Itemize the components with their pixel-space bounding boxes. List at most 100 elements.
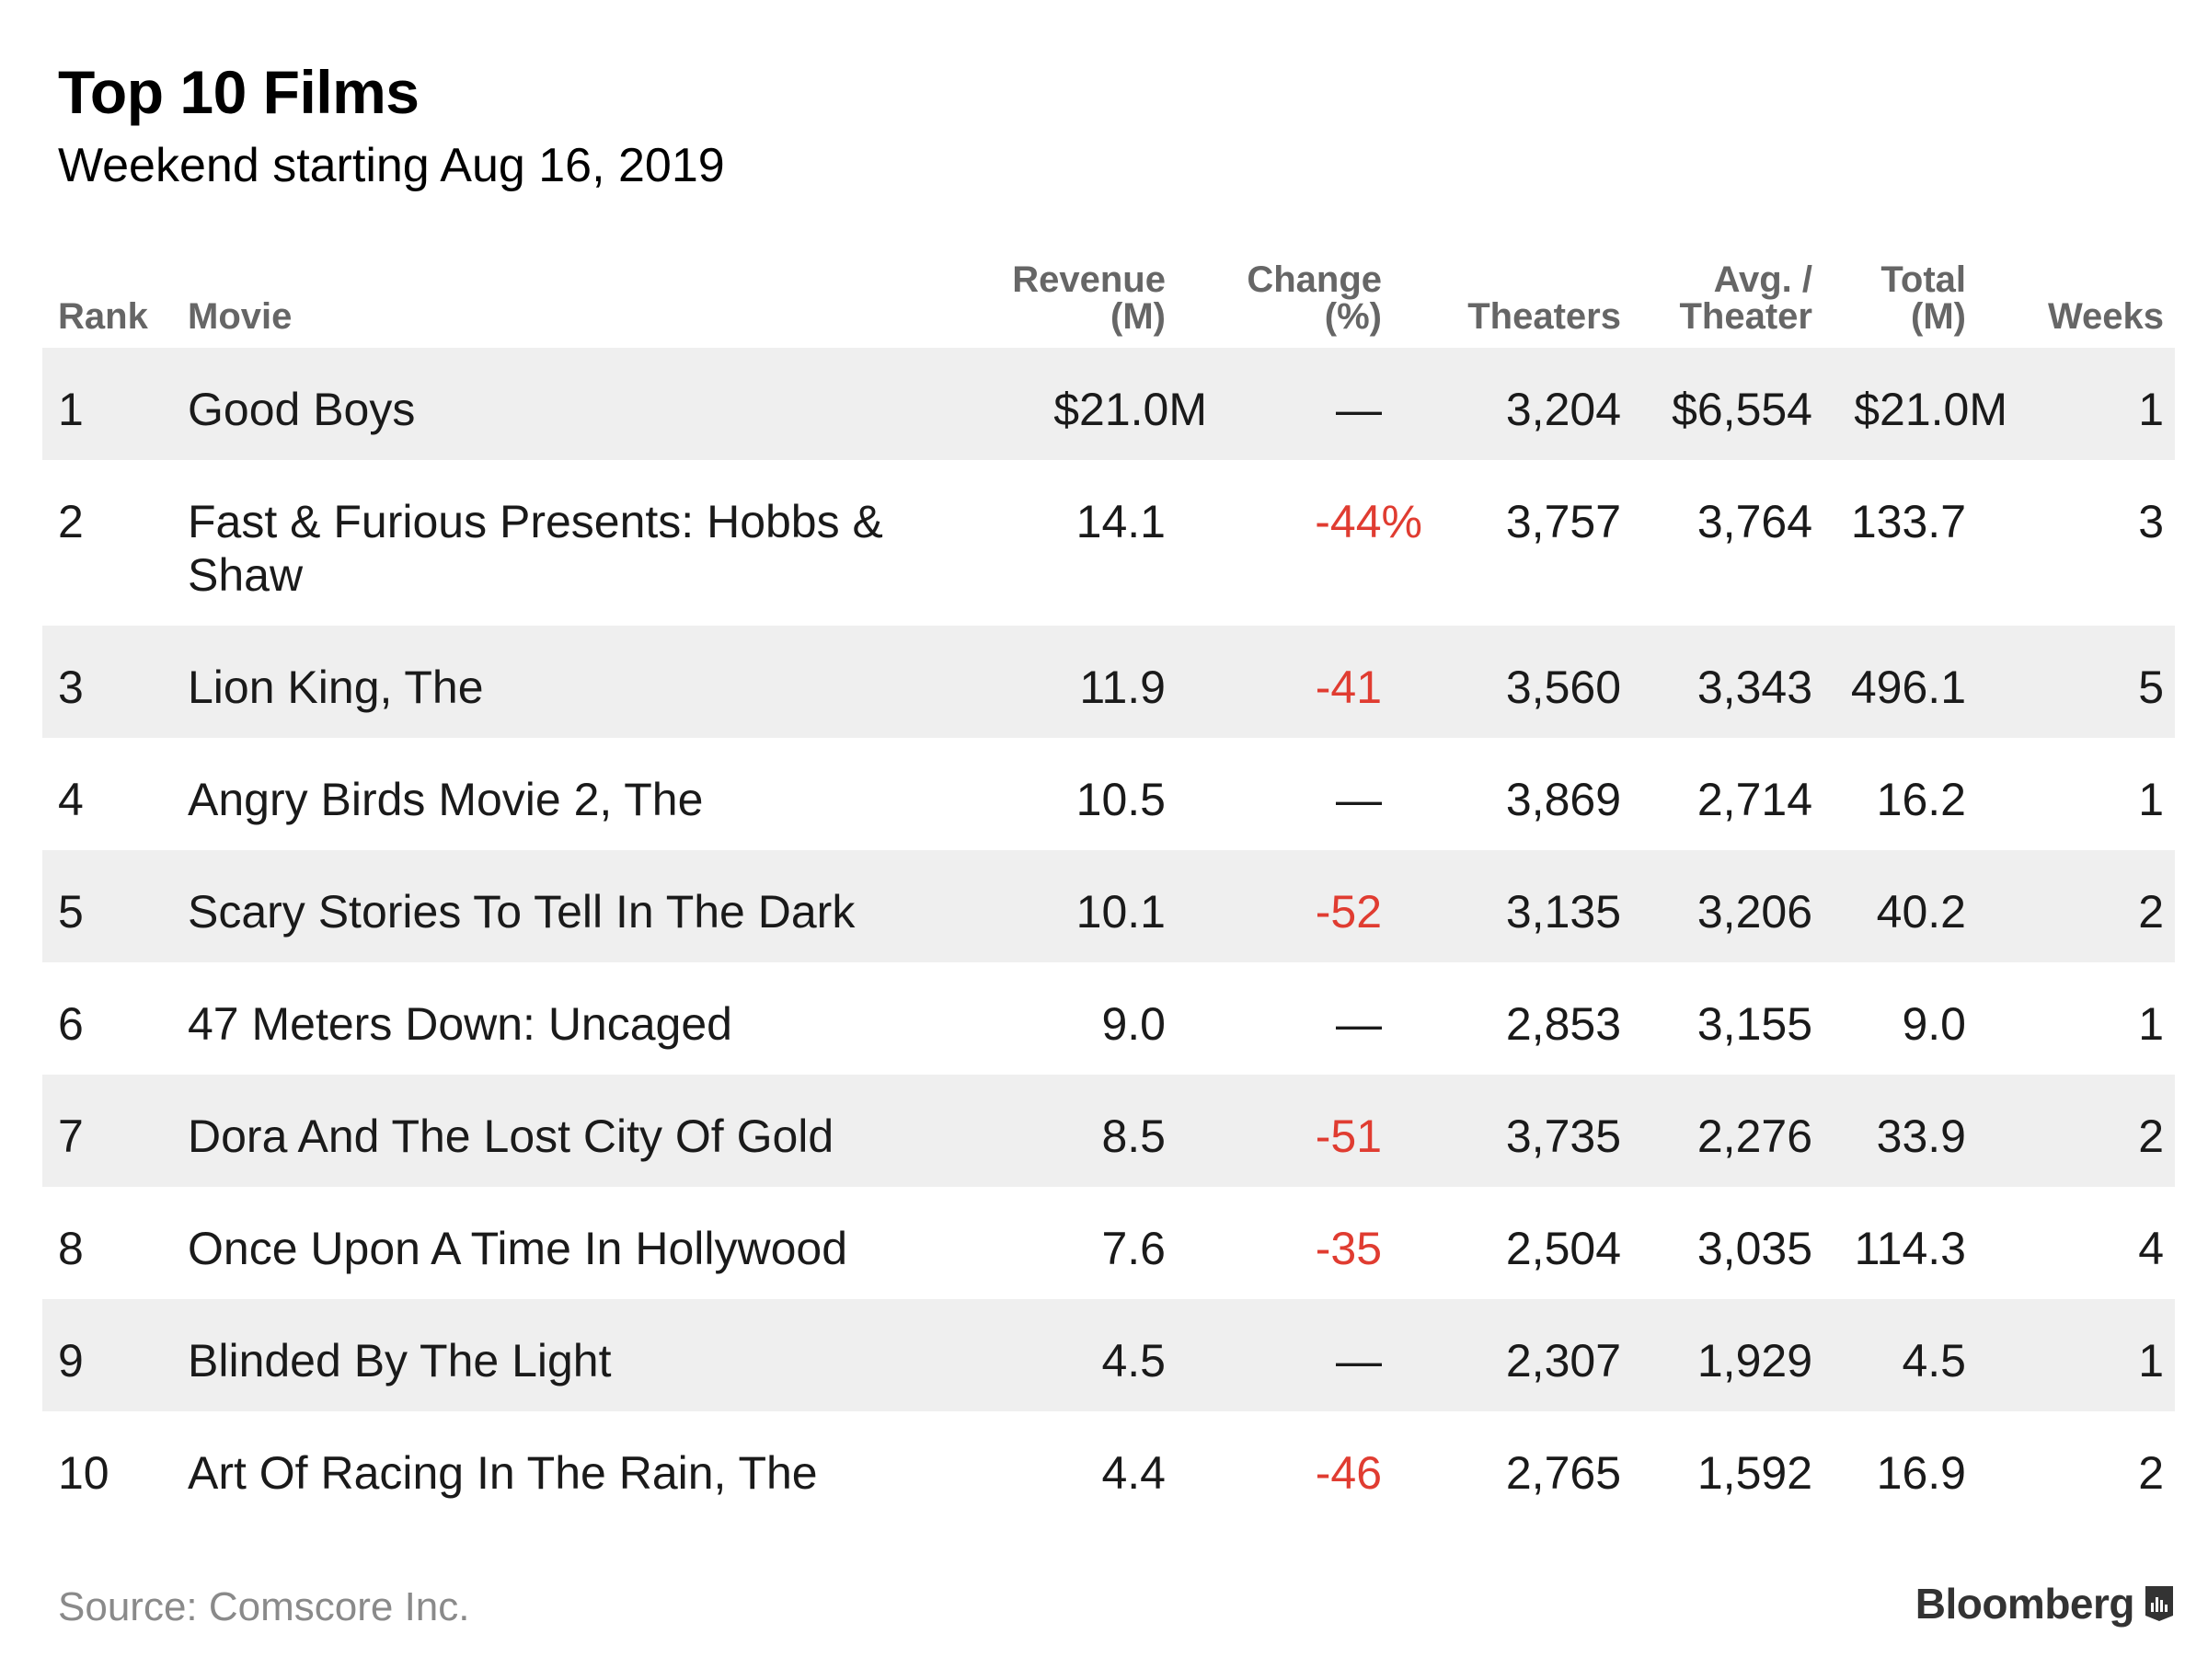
cell-theaters: 3,135	[1505, 886, 1621, 938]
cell-change: -35	[1315, 1223, 1382, 1274]
column-header-movie: Movie	[188, 298, 292, 335]
cell-revenue: 10.1	[1075, 886, 1166, 938]
column-header-line: (M)	[1911, 296, 1966, 337]
cell-avg: 3,206	[1696, 886, 1812, 938]
movie-title-line: Blinded By The Light	[188, 1335, 612, 1387]
cell-theaters: 3,735	[1505, 1110, 1621, 1162]
table-body: 1 Good Boys $21.0M — 3,204 $6,554 $21.0M 1 2 Fast…	[42, 348, 2175, 1524]
cell-rank: 10	[58, 1447, 109, 1499]
cell-weeks: 4	[2138, 1223, 2164, 1274]
movie-title-line: Fast & Furious Presents: Hobbs &	[188, 496, 883, 547]
cell-change: —	[1336, 774, 1382, 825]
chart-title: Top 10 Films	[58, 58, 420, 126]
cell-weeks: 1	[2138, 1335, 2164, 1387]
movie-title-line: 47 Meters Down: Uncaged	[188, 998, 732, 1050]
cell-rank: 3	[58, 662, 84, 713]
cell-movie: Once Upon A Time In Hollywood	[188, 1222, 847, 1275]
column-header-line: Revenue	[1012, 259, 1166, 300]
cell-avg: 2,714	[1696, 774, 1812, 825]
cell-theaters: 2,765	[1505, 1447, 1621, 1499]
movie-title-line: Lion King, The	[188, 662, 484, 713]
cell-movie: Art Of Racing In The Rain, The	[188, 1446, 818, 1500]
cell-change: -41	[1315, 662, 1382, 713]
table-row: 10 Art Of Racing In The Rain, The 4.4 -46 2,…	[42, 1411, 2175, 1524]
column-header-line: Change	[1247, 259, 1382, 300]
column-header-line: (M)	[1110, 296, 1166, 337]
cell-avg: 3,155	[1696, 998, 1812, 1050]
cell-theaters: 3,204	[1505, 384, 1621, 435]
cell-movie: Dora And The Lost City Of Gold	[188, 1110, 834, 1163]
cell-revenue: $21.0M	[1053, 384, 1207, 435]
cell-change: -52	[1315, 886, 1382, 938]
cell-movie: 47 Meters Down: Uncaged	[188, 997, 732, 1051]
column-header-rank: Rank	[58, 298, 148, 335]
column-header-theaters: Theaters	[1467, 298, 1621, 335]
cell-avg: 3,343	[1696, 662, 1812, 713]
cell-rank: 7	[58, 1110, 84, 1162]
movie-title-line: Angry Birds Movie 2, The	[188, 774, 704, 825]
cell-total: 133.7	[1850, 496, 1966, 547]
table-row: 1 Good Boys $21.0M — 3,204 $6,554 $21.0M 1	[42, 348, 2175, 460]
cell-movie: Blinded By The Light	[188, 1334, 612, 1387]
cell-avg: 1,592	[1696, 1447, 1812, 1499]
brand-name: Bloomberg	[1915, 1580, 2135, 1628]
cell-theaters: 2,307	[1505, 1335, 1621, 1387]
cell-theaters: 3,757	[1505, 496, 1621, 547]
cell-weeks: 1	[2138, 998, 2164, 1050]
cell-total: 496.1	[1850, 662, 1966, 713]
cell-avg: 3,035	[1696, 1223, 1812, 1274]
column-header-weeks: Weeks	[2048, 298, 2164, 335]
table-row: 8 Once Upon A Time In Hollywood 7.6 -35 2,50…	[42, 1187, 2175, 1299]
cell-weeks: 3	[2138, 496, 2164, 547]
cell-change: -44%	[1315, 496, 1422, 547]
column-header-line: Avg. /	[1713, 259, 1812, 300]
column-header-revenue: Revenue (M)	[1012, 261, 1166, 335]
cell-avg: $6,554	[1672, 384, 1812, 435]
cell-rank: 4	[58, 774, 84, 825]
cell-total: 9.0	[1902, 998, 1966, 1050]
cell-movie: Lion King, The	[188, 661, 484, 714]
cell-movie: Angry Birds Movie 2, The	[188, 773, 703, 826]
cell-total: 40.2	[1876, 886, 1966, 938]
cell-total: 4.5	[1902, 1335, 1966, 1387]
cell-total: 16.2	[1876, 774, 1966, 825]
movie-title-line: Dora And The Lost City Of Gold	[188, 1110, 834, 1162]
cell-theaters: 2,504	[1505, 1223, 1621, 1274]
bloomberg-chart-icon	[2145, 1586, 2173, 1621]
table-header: Rank Movie Revenue (M) Change (%) Theaters Avg.…	[42, 237, 2175, 348]
cell-theaters: 2,853	[1505, 998, 1621, 1050]
cell-avg: 1,929	[1696, 1335, 1812, 1387]
movie-title-line: Once Upon A Time In Hollywood	[188, 1223, 848, 1274]
cell-weeks: 1	[2138, 384, 2164, 435]
table-row: 5 Scary Stories To Tell In The Dark 10.1 -5…	[42, 850, 2175, 962]
cell-rank: 5	[58, 886, 84, 938]
cell-rank: 1	[58, 384, 84, 435]
column-header-line: Rank	[58, 296, 148, 337]
movie-title-line: Good Boys	[188, 384, 416, 435]
table-row: 7 Dora And The Lost City Of Gold 8.5 -51 3,7…	[42, 1075, 2175, 1187]
cell-revenue: 14.1	[1075, 496, 1166, 547]
cell-weeks: 2	[2138, 1110, 2164, 1162]
cell-movie: Scary Stories To Tell In The Dark	[188, 885, 855, 938]
cell-theaters: 3,560	[1505, 662, 1621, 713]
cell-change: —	[1336, 1335, 1382, 1387]
cell-rank: 9	[58, 1335, 84, 1387]
cell-change: -46	[1315, 1447, 1382, 1499]
chart-subtitle: Weekend starting Aug 16, 2019	[58, 139, 725, 192]
films-table: Rank Movie Revenue (M) Change (%) Theaters Avg.…	[42, 237, 2175, 1524]
cell-total: 16.9	[1876, 1447, 1966, 1499]
cell-weeks: 2	[2138, 1447, 2164, 1499]
cell-revenue: 10.5	[1075, 774, 1166, 825]
column-header-change: Change (%)	[1247, 261, 1382, 335]
table-row: 4 Angry Birds Movie 2, The 10.5 — 3,869 2,714…	[42, 738, 2175, 850]
column-header-line: Theaters	[1467, 296, 1621, 337]
movie-title-line: Shaw	[188, 549, 304, 601]
cell-rank: 2	[58, 496, 84, 547]
table-row: 9 Blinded By The Light 4.5 — 2,307 1,929 4.5 1	[42, 1299, 2175, 1411]
cell-weeks: 5	[2138, 662, 2164, 713]
brand-logo: Bloomberg	[1915, 1579, 2175, 1628]
table-row: 6 47 Meters Down: Uncaged 9.0 — 2,853 3,155 9.…	[42, 962, 2175, 1075]
cell-weeks: 1	[2138, 774, 2164, 825]
cell-revenue: 7.6	[1101, 1223, 1166, 1274]
cell-revenue: 4.5	[1101, 1335, 1166, 1387]
